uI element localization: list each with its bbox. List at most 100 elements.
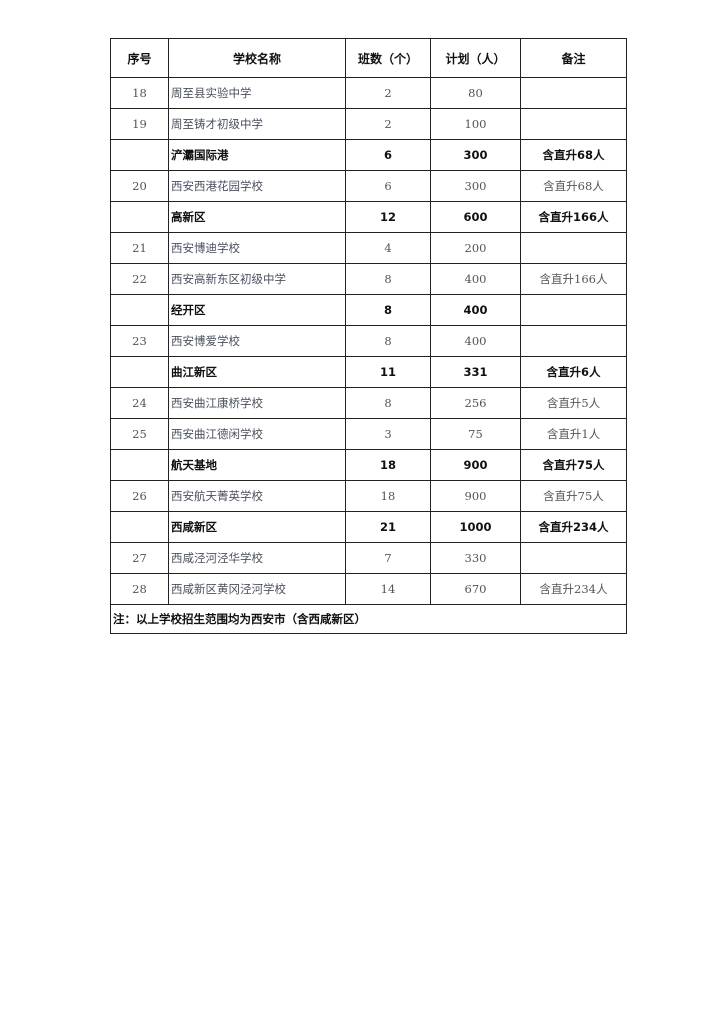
remark: 含直升5人 (520, 387, 627, 419)
school-name: 西咸新区 (168, 511, 346, 543)
class-count: 2 (345, 77, 431, 109)
remark (520, 542, 627, 574)
remark (520, 294, 627, 326)
header-note: 备注 (520, 38, 627, 78)
class-count: 21 (345, 511, 431, 543)
school-name: 西安曲江德闲学校 (168, 418, 346, 450)
footnote-row: 注：以上学校招生范围均为西安市（含西咸新区） (110, 604, 627, 634)
plan-count: 600 (430, 201, 521, 233)
district-subtotal-row: 西咸新区 21 1000 含直升234人 (110, 511, 627, 543)
header-plan: 计划（人） (430, 38, 521, 78)
school-name: 西安博迪学校 (168, 232, 346, 264)
row-number: 27 (110, 542, 169, 574)
remark: 含直升75人 (520, 480, 627, 512)
plan-count: 200 (430, 232, 521, 264)
table-row: 26 西安航天菁英学校 18 900 含直升75人 (110, 480, 627, 512)
row-number (110, 356, 169, 388)
school-name: 西安高新东区初级中学 (168, 263, 346, 295)
district-subtotal-row: 曲江新区 11 331 含直升6人 (110, 356, 627, 388)
class-count: 8 (345, 294, 431, 326)
remark: 含直升75人 (520, 449, 627, 481)
remark: 含直升234人 (520, 573, 627, 605)
district-subtotal-row: 浐灞国际港 6 300 含直升68人 (110, 139, 627, 171)
table-row: 19 周至铸才初级中学 2 100 (110, 108, 627, 140)
school-name: 西安西港花园学校 (168, 170, 346, 202)
table-row: 25 西安曲江德闲学校 3 75 含直升1人 (110, 418, 627, 450)
class-count: 6 (345, 170, 431, 202)
school-name: 西安航天菁英学校 (168, 480, 346, 512)
school-name: 西安曲江康桥学校 (168, 387, 346, 419)
table-row: 20 西安西港花园学校 6 300 含直升68人 (110, 170, 627, 202)
school-name: 西咸新区黄冈泾河学校 (168, 573, 346, 605)
row-number: 28 (110, 573, 169, 605)
remark: 含直升68人 (520, 170, 627, 202)
school-name: 经开区 (168, 294, 346, 326)
class-count: 8 (345, 325, 431, 357)
header-row: 序号 学校名称 班数（个） 计划（人） 备注 (110, 38, 627, 78)
row-number (110, 449, 169, 481)
school-name: 周至铸才初级中学 (168, 108, 346, 140)
remark: 含直升234人 (520, 511, 627, 543)
enrollment-table: 序号 学校名称 班数（个） 计划（人） 备注 18 周至县实验中学 2 80 19 周至铸… (110, 38, 627, 634)
class-count: 6 (345, 139, 431, 171)
district-subtotal-row: 航天基地 18 900 含直升75人 (110, 449, 627, 481)
school-name: 航天基地 (168, 449, 346, 481)
school-name: 周至县实验中学 (168, 77, 346, 109)
plan-count: 331 (430, 356, 521, 388)
table-row: 18 周至县实验中学 2 80 (110, 77, 627, 109)
school-name: 高新区 (168, 201, 346, 233)
header-school-name: 学校名称 (168, 38, 346, 78)
plan-count: 1000 (430, 511, 521, 543)
remark (520, 232, 627, 264)
remark: 含直升68人 (520, 139, 627, 171)
plan-count: 400 (430, 325, 521, 357)
school-name: 西安博爱学校 (168, 325, 346, 357)
class-count: 3 (345, 418, 431, 450)
class-count: 8 (345, 387, 431, 419)
row-number: 22 (110, 263, 169, 295)
row-number: 25 (110, 418, 169, 450)
school-name: 曲江新区 (168, 356, 346, 388)
remark: 含直升6人 (520, 356, 627, 388)
row-number: 26 (110, 480, 169, 512)
class-count: 14 (345, 573, 431, 605)
table-row: 27 西咸泾河泾华学校 7 330 (110, 542, 627, 574)
table-row: 23 西安博爱学校 8 400 (110, 325, 627, 357)
table-row: 21 西安博迪学校 4 200 (110, 232, 627, 264)
school-name: 西咸泾河泾华学校 (168, 542, 346, 574)
plan-count: 100 (430, 108, 521, 140)
row-number: 19 (110, 108, 169, 140)
row-number: 24 (110, 387, 169, 419)
plan-count: 300 (430, 170, 521, 202)
plan-count: 330 (430, 542, 521, 574)
row-number: 23 (110, 325, 169, 357)
plan-count: 400 (430, 294, 521, 326)
table-row: 28 西咸新区黄冈泾河学校 14 670 含直升234人 (110, 573, 627, 605)
remark: 含直升1人 (520, 418, 627, 450)
plan-count: 900 (430, 480, 521, 512)
row-number: 18 (110, 77, 169, 109)
class-count: 7 (345, 542, 431, 574)
class-count: 11 (345, 356, 431, 388)
remark: 含直升166人 (520, 263, 627, 295)
plan-count: 400 (430, 263, 521, 295)
row-number (110, 294, 169, 326)
class-count: 2 (345, 108, 431, 140)
district-subtotal-row: 高新区 12 600 含直升166人 (110, 201, 627, 233)
school-name: 浐灞国际港 (168, 139, 346, 171)
plan-count: 900 (430, 449, 521, 481)
remark (520, 325, 627, 357)
footnote: 注：以上学校招生范围均为西安市（含西咸新区） (110, 604, 627, 634)
row-number (110, 511, 169, 543)
class-count: 4 (345, 232, 431, 264)
class-count: 8 (345, 263, 431, 295)
row-number (110, 201, 169, 233)
remark (520, 77, 627, 109)
plan-count: 75 (430, 418, 521, 450)
plan-count: 80 (430, 77, 521, 109)
row-number: 21 (110, 232, 169, 264)
table-row: 22 西安高新东区初级中学 8 400 含直升166人 (110, 263, 627, 295)
table-row: 24 西安曲江康桥学校 8 256 含直升5人 (110, 387, 627, 419)
remark: 含直升166人 (520, 201, 627, 233)
header-classes: 班数（个） (345, 38, 431, 78)
